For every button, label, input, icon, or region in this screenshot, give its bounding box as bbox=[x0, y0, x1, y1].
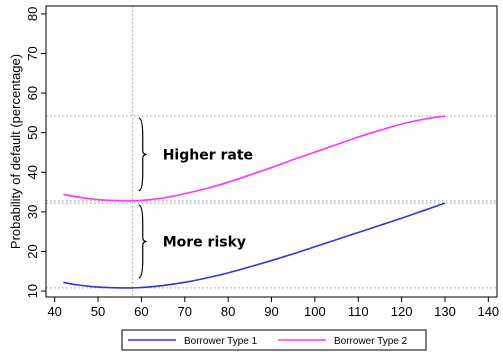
x-tick-label: 70 bbox=[178, 304, 192, 319]
x-tick-label: 130 bbox=[434, 304, 456, 319]
y-tick-label: 20 bbox=[25, 244, 40, 258]
legend-label-1: Borrower Type 1 bbox=[184, 336, 258, 347]
x-tick-label: 90 bbox=[264, 304, 278, 319]
y-tick-label: 40 bbox=[25, 165, 40, 179]
x-tick-label: 120 bbox=[391, 304, 413, 319]
series-lines bbox=[63, 115, 446, 289]
x-axis: 40 50 60 70 80 90 100 110 120 130 140 bbox=[47, 297, 499, 319]
x-tick-label: 40 bbox=[47, 304, 61, 319]
annotation-brace-2 bbox=[138, 204, 147, 279]
y-tick-label: 10 bbox=[25, 284, 40, 298]
y-tick-label: 30 bbox=[25, 205, 40, 219]
annotation-label-2: More risky bbox=[163, 235, 246, 251]
y-tick-label: 60 bbox=[25, 86, 40, 100]
reference-lines bbox=[46, 6, 497, 297]
plot-frame bbox=[45, 5, 498, 298]
x-tick-label: 140 bbox=[477, 304, 499, 319]
x-tick-label: 50 bbox=[91, 304, 105, 319]
x-tick-label: 100 bbox=[304, 304, 326, 319]
legend-label-2: Borrower Type 2 bbox=[334, 336, 408, 347]
y-tick-label: 70 bbox=[25, 46, 40, 60]
x-tick-label: 80 bbox=[221, 304, 235, 319]
x-tick-label: 60 bbox=[134, 304, 148, 319]
y-axis-label: Probability of default (percentage) bbox=[8, 54, 23, 249]
y-axis: 10 20 30 40 50 60 70 80 bbox=[25, 7, 46, 298]
annotation-brace-1 bbox=[138, 117, 147, 192]
annotations: Higher rate More risky bbox=[138, 117, 253, 279]
y-tick-label: 50 bbox=[25, 125, 40, 139]
series-line-2 bbox=[63, 115, 446, 202]
series-line-1 bbox=[63, 202, 446, 289]
y-tick-label: 80 bbox=[25, 7, 40, 21]
x-tick-label: 110 bbox=[348, 304, 369, 319]
legend-box bbox=[121, 329, 427, 351]
legend: Borrower Type 1 Borrower Type 2 bbox=[121, 329, 427, 351]
annotation-label-1: Higher rate bbox=[163, 147, 253, 163]
